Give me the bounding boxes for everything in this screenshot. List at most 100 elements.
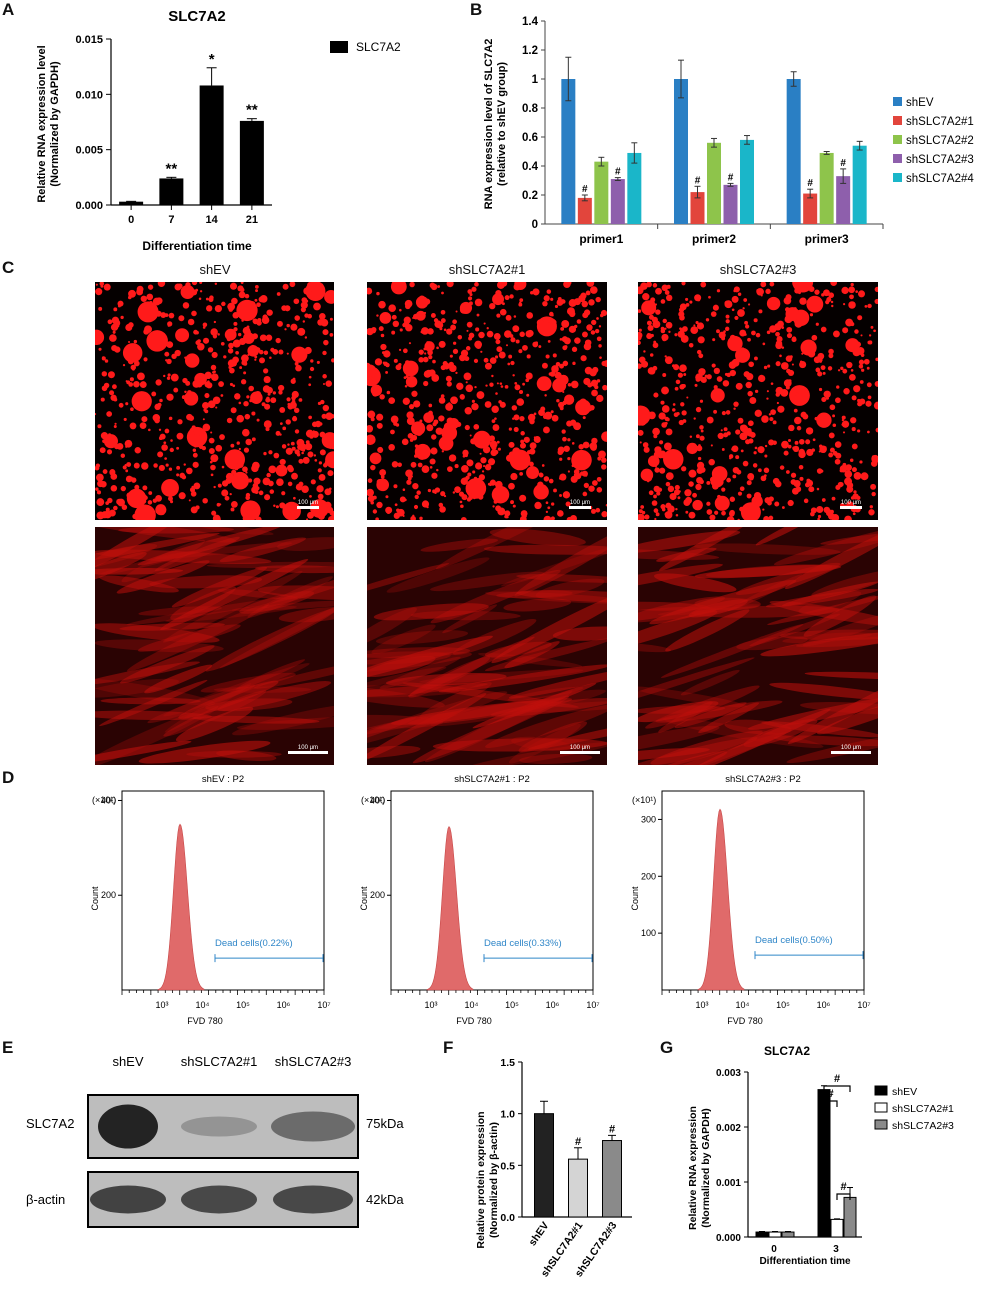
chart-g-errorbar [834,1218,840,1220]
chart-g-xtick: 3 [833,1244,839,1255]
chart-f-ylabel-2: (Normalized by β-actin) [488,1122,500,1238]
chart-b-legend-swatch [893,135,902,144]
chart-a-legend-label: SLC7A2 [356,40,401,54]
flow-gate [483,954,593,963]
flow-xlabel: FVD 780 [727,1016,763,1026]
chart-f-errorbar [608,1134,616,1141]
chart-b-legend-swatch [893,116,902,125]
flow-xtick: 10⁶ [817,1000,831,1010]
blot-lane-shev: shEV [112,1054,143,1069]
blot-actin [87,1171,359,1228]
chart-b-xtick: primer1 [579,232,623,246]
chart-b-ytick: 1.2 [522,45,538,57]
chart-g-bar [843,1196,857,1238]
chart-f-significance: # [609,1123,615,1135]
chart-g-errorbar [785,1231,791,1233]
flow-xtick: 10⁴ [736,1000,750,1010]
chart-b-errorbar [598,156,605,167]
chart-g-title: SLC7A2 [764,1044,810,1058]
chart-b-legend-label: shSLC7A2#1 [906,116,974,128]
flow-ytick: 200 [641,871,656,881]
chart-g-bracket [836,1193,851,1200]
chart-b-errorbar [614,177,621,181]
chart-a-ylabel-2: (Normalized by GAPDH) [49,61,61,187]
chart-b-errorbar [856,140,863,151]
chart-b-ytick: 0.6 [522,132,538,144]
flow-frame [390,790,594,991]
chart-g-legend-swatch [874,1119,888,1130]
flow-ylabel: Count [630,886,640,911]
chart-g-legend-label: shSLC7A2#3 [892,1120,954,1132]
chart-g-bar [817,1089,831,1238]
chart-g-significance: # [840,1181,846,1193]
scalebar-a0: 100 μm [297,500,319,509]
chart-a-legend-swatch [330,41,348,53]
chart-g-ylabel-2: (Normalized by GAPDH) [700,1108,712,1228]
chart-b-ytick: 0.4 [522,161,539,173]
chart-g-errorbar [759,1231,765,1233]
flow-plot-1: shSLC7A2#1 : P2 (×10¹) Count FVD 780 200 400 1… [359,774,600,1026]
chart-b-legend-swatch [893,173,902,182]
flow-title: shSLC7A2#3 : P2 [725,774,801,785]
flow-xtick: 10⁶ [546,1000,560,1010]
flow-title: shEV : P2 [202,774,244,785]
chart-f-ytick: 1.5 [500,1057,515,1069]
chart-b-ylabel-1: RNA expression level of SLC7A2 [483,39,495,210]
panel-letter-f: F [443,1038,454,1057]
chart-f-ytick: 0.5 [500,1160,515,1172]
fluor-image-sh3 [638,527,878,765]
chart-b-bar [803,193,818,224]
chart-b-bar [577,197,592,224]
chart-f-ytick: 0.0 [500,1212,515,1224]
chart-g-bar [768,1231,782,1238]
chart-f-errorbar [540,1100,548,1114]
chart-b-significance: # [695,175,701,186]
chart-b-significance: # [728,172,734,183]
chart-a-errorbar [166,176,177,179]
chart-b-bar [707,142,721,224]
chart-a: SLC7A2 Relative RNA expression level (No… [36,8,401,253]
chart-b-errorbar [694,185,701,199]
flow-xlabel: FVD 780 [456,1016,492,1026]
flow-ylabel: Count [359,886,369,911]
chart-b-bar [690,192,705,224]
chart-b-bar [674,79,688,224]
chart-a-title: SLC7A2 [168,8,226,25]
chart-a-ytick: 0.000 [75,200,103,212]
panel-letter-d: D [2,768,15,787]
chart-g-legend-label: shEV [892,1086,917,1098]
micro-title-shev: shEV [199,262,231,277]
flow-xtick: 10³ [155,1000,168,1010]
chart-a-bar [239,120,264,205]
flow-xtick: 10⁷ [586,1000,599,1010]
chart-b-ytick: 1 [532,74,539,86]
chart-g-errorbar [772,1231,778,1233]
flow-plot-0: shEV : P2 (×10¹) Count FVD 780 200 400 10³ 10⁴ 1… [90,774,331,1026]
chart-b-errorbar [711,137,717,148]
chart-a-ytick: 0.005 [75,145,103,157]
flow-ytick: 300 [641,814,656,824]
flow-xtick: 10⁵ [236,1000,250,1010]
flow-ytick: 200 [370,890,385,900]
blot-slc7a2 [87,1094,359,1159]
flow-xtick: 10³ [424,1000,437,1010]
flow-ytick: 400 [101,795,116,805]
chart-g-ytick: 0.000 [716,1233,741,1244]
flow-xlabel: FVD 780 [187,1016,223,1026]
chart-a-errorbar [206,67,217,86]
fluor-image-sh1 [367,527,607,765]
flow-frame [661,790,865,991]
chart-g-ytick: 0.002 [716,1123,741,1134]
chart-b-legend-label: shSLC7A2#4 [906,173,974,185]
chart-g-bracket [823,1100,838,1107]
blot-label-actin: β-actin [26,1192,65,1207]
flow-histogram [426,825,474,991]
chart-b-bar [852,145,867,224]
chart-b-ytick: 0.2 [522,190,538,202]
chart-g: SLC7A2 Relative RNA expression (Normaliz… [687,1044,954,1267]
flow-frame [121,790,325,991]
chart-b-errorbar [823,151,830,155]
chart-b-ytick: 0 [532,219,538,231]
western-blot-e: shEV shSLC7A2#1 shSLC7A2#3 SLC7A2 75kDa … [26,1054,404,1228]
flow-gate-label: Dead cells(0.50%) [755,935,833,946]
